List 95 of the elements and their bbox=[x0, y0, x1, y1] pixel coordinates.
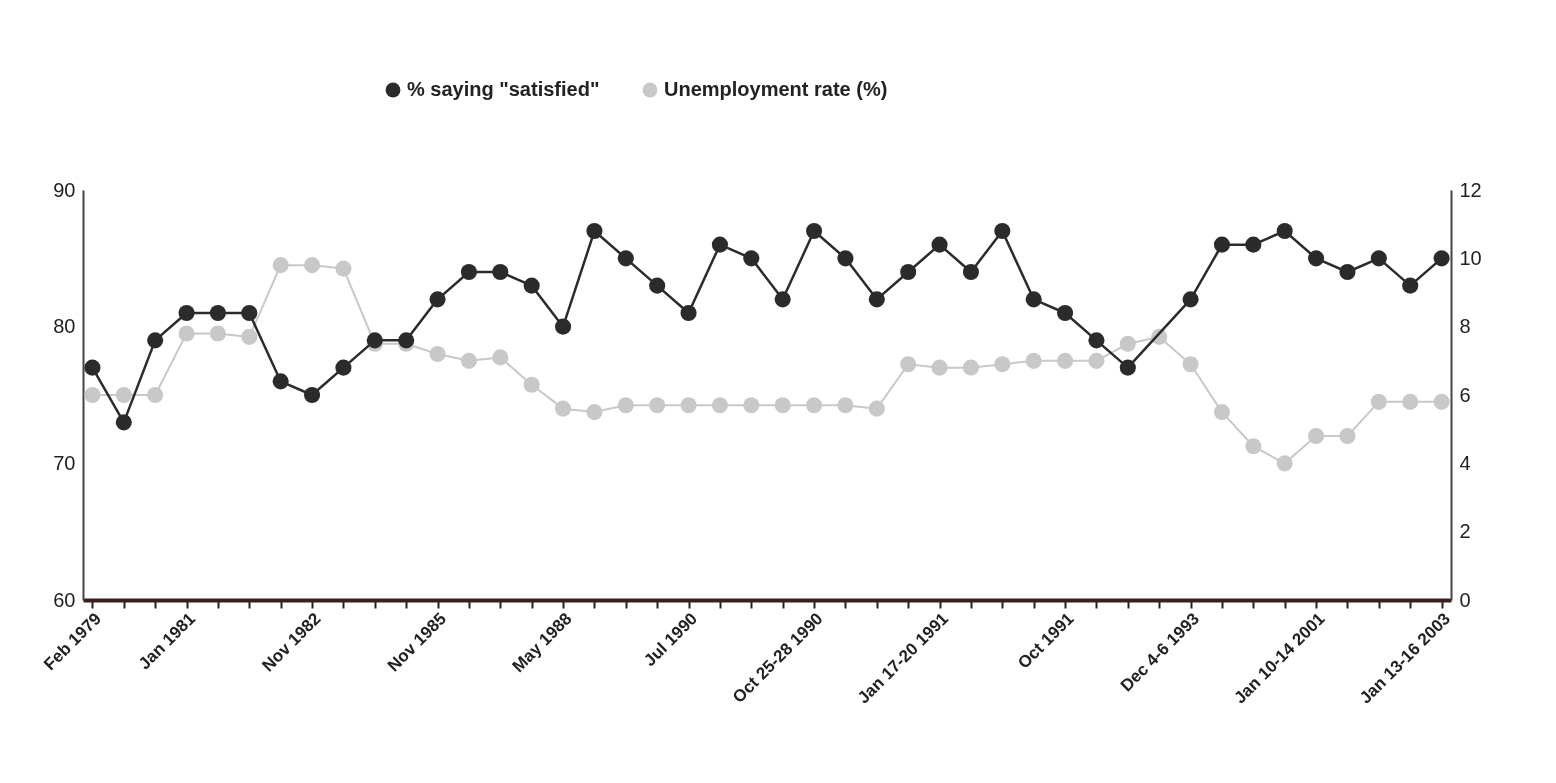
point bbox=[649, 397, 666, 414]
legend-label: Unemployment rate (%) bbox=[664, 78, 888, 100]
point bbox=[178, 304, 195, 322]
point bbox=[460, 263, 477, 281]
point bbox=[147, 386, 164, 404]
point bbox=[931, 236, 948, 253]
point bbox=[429, 345, 446, 363]
point bbox=[711, 236, 728, 253]
point bbox=[837, 250, 854, 267]
point bbox=[209, 325, 226, 342]
y-tick-label: 90 bbox=[53, 178, 76, 201]
point bbox=[303, 257, 321, 274]
point bbox=[1025, 352, 1042, 369]
point bbox=[900, 356, 917, 373]
point bbox=[303, 386, 321, 404]
point bbox=[1213, 404, 1231, 421]
point bbox=[492, 263, 509, 281]
point bbox=[994, 222, 1011, 240]
point bbox=[586, 222, 603, 240]
point bbox=[962, 359, 980, 376]
point bbox=[1245, 236, 1262, 253]
point bbox=[586, 404, 603, 421]
point bbox=[868, 291, 885, 308]
point bbox=[900, 263, 917, 281]
point bbox=[523, 376, 540, 393]
point bbox=[241, 304, 258, 322]
point bbox=[1339, 263, 1356, 281]
y2-tick-label: 8 bbox=[1459, 315, 1471, 338]
y-tick-label: 60 bbox=[53, 588, 76, 611]
point bbox=[1025, 291, 1042, 308]
point bbox=[774, 291, 791, 308]
point bbox=[649, 277, 666, 294]
point bbox=[554, 318, 572, 335]
y2-tick-label: 6 bbox=[1459, 383, 1471, 406]
point bbox=[460, 352, 477, 369]
point bbox=[1088, 352, 1105, 369]
legend-label: % saying "satisfied" bbox=[407, 78, 600, 100]
y2-tick-label: 4 bbox=[1459, 451, 1471, 474]
point bbox=[523, 277, 540, 294]
point bbox=[147, 332, 164, 349]
point bbox=[1308, 250, 1325, 267]
point bbox=[680, 397, 697, 414]
point bbox=[617, 250, 634, 267]
y2-tick-label: 0 bbox=[1459, 588, 1471, 611]
y-tick-label: 80 bbox=[53, 315, 76, 338]
point bbox=[743, 250, 760, 267]
point bbox=[1057, 304, 1074, 322]
point bbox=[84, 386, 101, 404]
point bbox=[335, 359, 352, 376]
point bbox=[1088, 332, 1105, 349]
point bbox=[931, 359, 948, 376]
point bbox=[962, 263, 980, 281]
point bbox=[617, 397, 634, 414]
point bbox=[1402, 393, 1419, 410]
point bbox=[1213, 236, 1231, 253]
point bbox=[1182, 291, 1199, 308]
point bbox=[241, 328, 258, 345]
point bbox=[1433, 250, 1450, 267]
point bbox=[178, 325, 195, 342]
y2-tick-label: 2 bbox=[1459, 520, 1471, 543]
point bbox=[806, 222, 823, 240]
point bbox=[1119, 359, 1136, 376]
point bbox=[743, 397, 760, 414]
point bbox=[1245, 438, 1262, 455]
point bbox=[492, 349, 509, 366]
point bbox=[837, 397, 854, 414]
point bbox=[115, 414, 132, 431]
y2-tick-label: 12 bbox=[1459, 178, 1482, 201]
point bbox=[115, 386, 132, 404]
point bbox=[1339, 427, 1356, 445]
point bbox=[868, 400, 885, 417]
point bbox=[1119, 335, 1136, 352]
point bbox=[272, 257, 289, 274]
point bbox=[1370, 250, 1387, 267]
point bbox=[429, 291, 446, 308]
point bbox=[209, 304, 226, 322]
point bbox=[806, 397, 823, 414]
point bbox=[1433, 393, 1450, 410]
point bbox=[711, 397, 728, 414]
point bbox=[680, 304, 697, 322]
point bbox=[1182, 356, 1199, 373]
point bbox=[554, 400, 572, 417]
point bbox=[774, 397, 791, 414]
point bbox=[1402, 277, 1419, 294]
point bbox=[272, 373, 289, 390]
point bbox=[1276, 455, 1293, 472]
point bbox=[1057, 352, 1074, 369]
point bbox=[1370, 393, 1387, 410]
y2-tick-label: 10 bbox=[1459, 246, 1482, 269]
point bbox=[84, 359, 101, 376]
point bbox=[335, 260, 352, 277]
y-tick-label: 70 bbox=[53, 451, 76, 474]
point bbox=[1276, 222, 1293, 240]
point bbox=[1308, 427, 1325, 445]
point bbox=[994, 356, 1011, 373]
